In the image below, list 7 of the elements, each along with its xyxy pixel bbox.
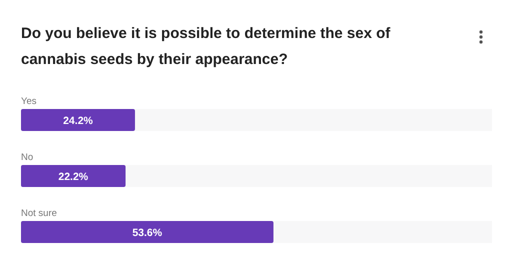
data-label: 24.2%	[63, 115, 94, 127]
chart-title: Do you believe it is possible to determine the sex of cannabis seeds by their appearance?	[21, 24, 392, 70]
y-tick-label: Yes	[21, 96, 37, 107]
y-tick-label: Not sure	[21, 208, 57, 219]
data-label: 53.6%	[132, 227, 163, 239]
data-label: 22.2%	[58, 171, 89, 183]
y-tick-label: No	[21, 152, 34, 163]
